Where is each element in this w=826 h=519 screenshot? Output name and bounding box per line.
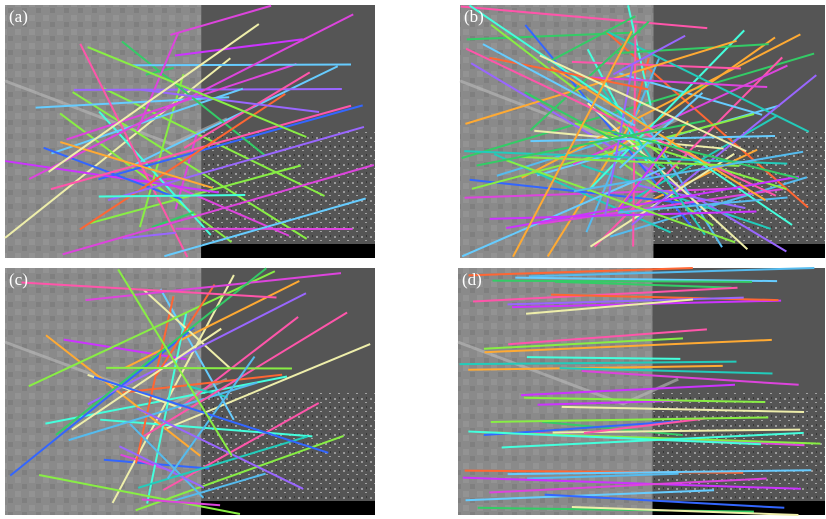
panel: (a) (5, 5, 375, 258)
panel: (d) (458, 268, 825, 515)
black-strip (201, 501, 375, 515)
panel-label: (c) (9, 270, 28, 289)
panel-label: (b) (464, 7, 484, 26)
panel: (b) (460, 5, 825, 258)
black-strip (653, 244, 825, 258)
figure: (a) (b) (c) (d) (0, 0, 826, 519)
panel-label: (a) (9, 7, 28, 26)
page: (a)(b)(c)(d) (() => { const data = JSON.… (0, 0, 826, 519)
panels: (a) (b) (c) (d) (5, 5, 825, 515)
panel: (c) (5, 268, 375, 515)
panel-label: (d) (462, 270, 482, 289)
match-line (106, 368, 292, 369)
match-line (492, 281, 752, 282)
black-strip (201, 244, 375, 258)
